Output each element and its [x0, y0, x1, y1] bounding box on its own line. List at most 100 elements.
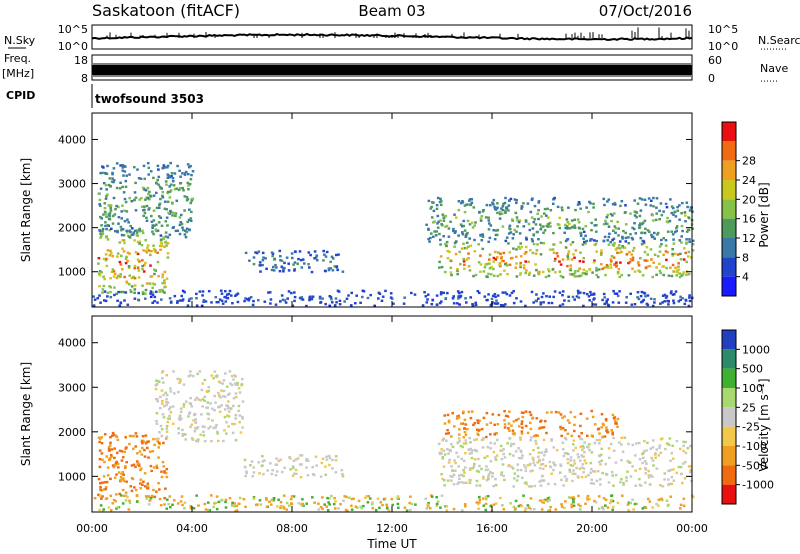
data-cell: [542, 231, 545, 234]
data-cell: [113, 293, 116, 297]
data-cell: [105, 215, 108, 218]
data-cell: [675, 439, 679, 443]
data-cell: [331, 269, 335, 272]
data-cell: [99, 171, 102, 175]
data-cell: [691, 243, 695, 246]
data-cell: [500, 259, 504, 263]
data-cell: [571, 479, 574, 483]
data-cell: [247, 299, 250, 302]
data-cell: [679, 447, 682, 450]
data-cell: [206, 401, 210, 404]
data-cell: [676, 269, 679, 272]
data-cell: [483, 266, 487, 269]
data-cell: [203, 399, 206, 402]
data-cell: [456, 455, 460, 458]
data-cell: [293, 250, 297, 253]
data-cell: [460, 247, 464, 250]
data-cell: [161, 413, 165, 416]
data-cell: [567, 206, 570, 209]
data-cell: [572, 498, 575, 501]
data-cell: [601, 435, 605, 438]
data-cell: [352, 497, 355, 500]
data-cell: [299, 476, 303, 479]
data-cell: [657, 454, 661, 457]
data-cell: [122, 290, 125, 294]
data-cell: [499, 252, 502, 255]
data-cell: [330, 494, 333, 498]
data-cell: [582, 471, 585, 474]
data-cell: [102, 475, 106, 478]
data-cell: [190, 405, 194, 408]
data-cell: [321, 457, 325, 460]
data-cell: [631, 238, 635, 241]
data-cell: [485, 203, 489, 207]
data-cell: [476, 419, 479, 422]
data-cell: [100, 436, 103, 439]
data-cell: [103, 277, 106, 281]
data-cell: [129, 224, 132, 228]
data-cell: [572, 504, 576, 507]
data-cell: [585, 417, 589, 420]
data-cell: [191, 197, 195, 200]
data-cell: [147, 192, 150, 196]
data-cell: [487, 293, 490, 296]
colorbar-tick-label: -100: [742, 440, 767, 453]
data-cell: [638, 214, 642, 218]
data-cell: [682, 504, 686, 507]
data-cell: [274, 263, 277, 267]
data-cell: [228, 289, 232, 293]
data-cell: [97, 262, 100, 265]
data-cell: [152, 466, 156, 469]
data-cell: [326, 509, 330, 512]
data-cell: [546, 500, 550, 503]
data-cell: [156, 164, 160, 168]
data-cell: [440, 473, 443, 476]
data-cell: [440, 222, 443, 226]
data-cell: [426, 298, 429, 301]
data-cell: [298, 296, 302, 300]
data-cell: [528, 506, 531, 509]
data-cell: [125, 280, 128, 283]
data-cell: [468, 198, 472, 201]
data-cell: [113, 456, 116, 460]
data-cell: [506, 415, 510, 418]
data-cell: [282, 267, 286, 270]
data-cell: [137, 298, 140, 302]
data-cell: [300, 296, 304, 299]
data-cell: [541, 462, 545, 466]
data-cell: [664, 239, 668, 242]
data-cell: [140, 197, 143, 200]
data-cell: [252, 256, 256, 259]
data-cell: [219, 396, 222, 399]
data-cell: [569, 268, 573, 272]
data-cell: [435, 496, 438, 499]
data-cell: [139, 468, 142, 472]
data-cell: [279, 259, 282, 262]
data-cell: [160, 298, 163, 301]
data-cell: [154, 250, 158, 253]
data-cell: [159, 244, 162, 248]
data-cell: [97, 436, 101, 439]
data-cell: [114, 230, 117, 233]
data-cell: [560, 478, 563, 482]
data-cell: [623, 436, 627, 439]
data-cell: [162, 237, 165, 240]
data-cell: [452, 483, 456, 486]
data-cell: [539, 303, 543, 306]
data-cell: [181, 289, 185, 293]
data-cell: [589, 461, 593, 465]
data-cell: [141, 229, 144, 232]
data-cell: [520, 205, 524, 208]
data-cell: [546, 225, 550, 228]
data-cell: [494, 483, 498, 487]
data-cell: [270, 472, 274, 476]
data-cell: [116, 230, 119, 234]
data-cell: [477, 502, 480, 506]
data-cell: [633, 214, 637, 217]
data-cell: [506, 272, 509, 276]
colorbar-tick-label: 16: [742, 213, 756, 226]
data-cell: [440, 300, 443, 303]
data-cell: [516, 468, 519, 472]
data-cell: [563, 436, 567, 440]
